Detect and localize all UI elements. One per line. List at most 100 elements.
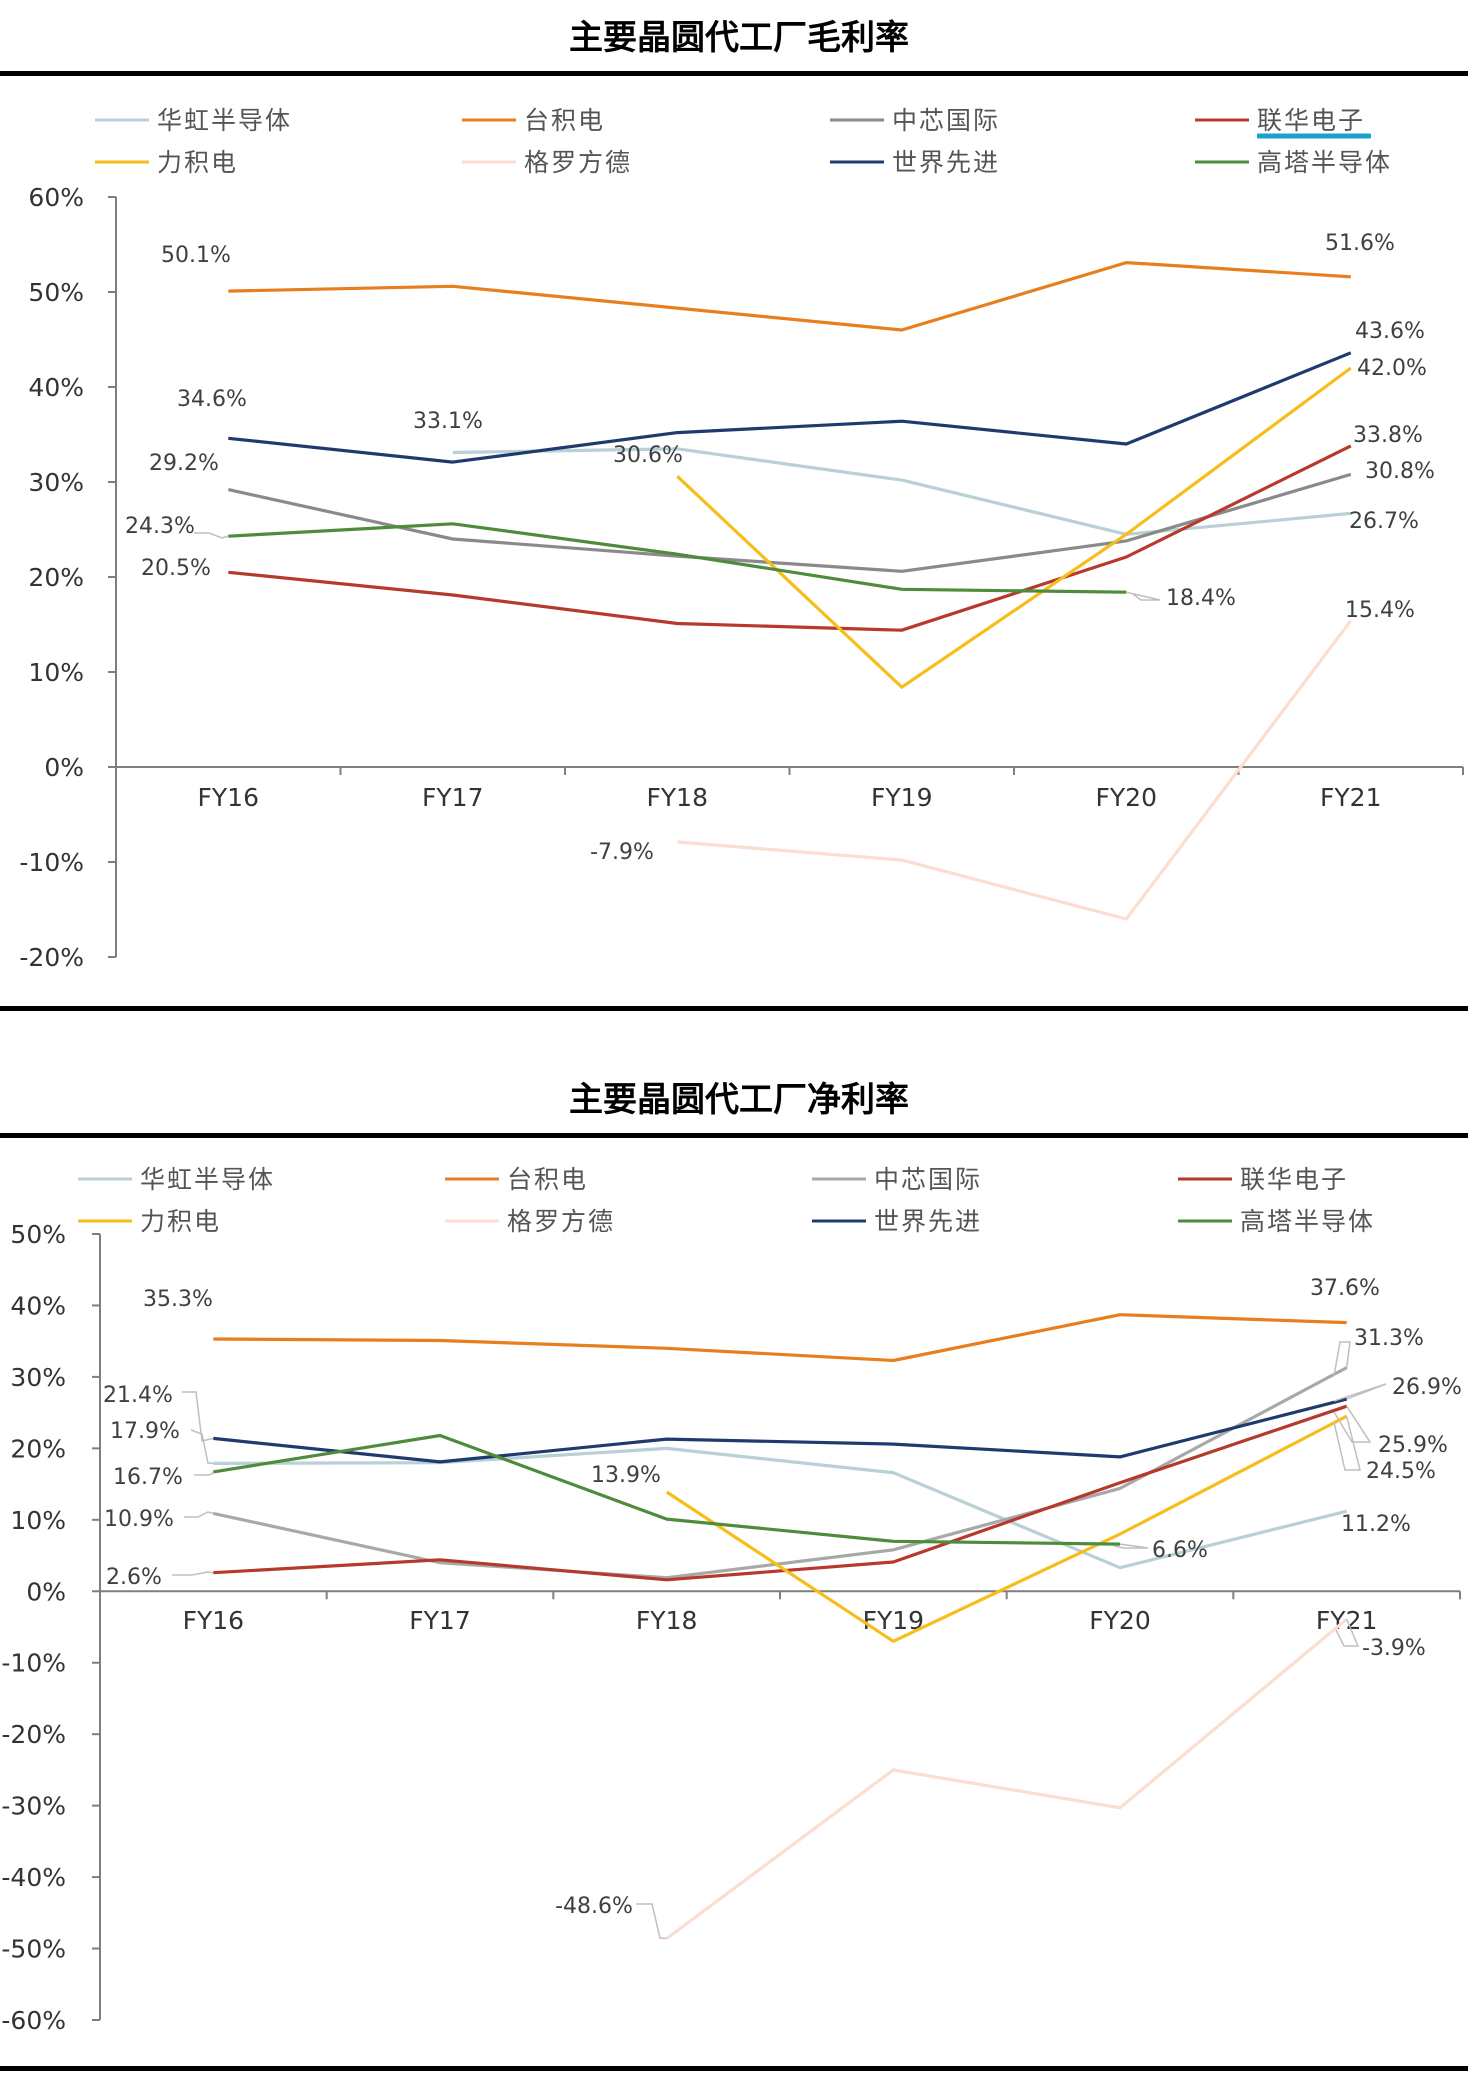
- data-label: 17.9%: [110, 1419, 180, 1444]
- legend-label: 力积电: [157, 148, 238, 177]
- leader-line: [1335, 1618, 1360, 1647]
- legend-label: 高塔半导体: [1240, 1207, 1375, 1236]
- x-tick-label: FY20: [1089, 1606, 1150, 1635]
- data-label: 11.2%: [1341, 1512, 1411, 1537]
- chart-title: 主要晶圆代工厂净利率: [569, 1080, 909, 1120]
- leader-line: [1126, 591, 1161, 601]
- legend-label: 联华电子: [1240, 1165, 1348, 1194]
- series-line: [665, 1617, 1348, 1940]
- y-tick-label: -20%: [19, 943, 84, 972]
- series-line: [213, 1446, 1348, 1570]
- legend-label: 华虹半导体: [140, 1165, 275, 1194]
- legend-label: 力积电: [140, 1207, 221, 1236]
- legend-label: 格罗方德: [507, 1207, 615, 1236]
- data-label: 30.8%: [1365, 459, 1435, 484]
- series-line: [228, 261, 1351, 332]
- data-label: 35.3%: [143, 1287, 213, 1312]
- series-line: [213, 1404, 1348, 1582]
- leader-line: [190, 1429, 214, 1465]
- data-label: 21.4%: [103, 1383, 173, 1408]
- chart-title: 主要晶圆代工厂毛利率: [569, 18, 909, 58]
- y-tick-label: 60%: [28, 183, 84, 212]
- y-tick-label: 40%: [10, 1291, 66, 1320]
- data-label: 2.6%: [106, 1565, 162, 1590]
- y-tick-label: -20%: [1, 1720, 66, 1749]
- top-rule: [0, 71, 1468, 76]
- data-label: 18.4%: [1166, 586, 1236, 611]
- data-label: 51.6%: [1325, 231, 1395, 256]
- legend-label: 格罗方德: [524, 148, 632, 177]
- y-tick-label: 10%: [28, 658, 84, 687]
- data-label: 34.6%: [177, 387, 247, 412]
- leader-line: [194, 1471, 214, 1476]
- series-line: [228, 522, 1127, 594]
- data-label: 25.9%: [1378, 1433, 1448, 1458]
- x-tick-label: FY18: [647, 783, 708, 812]
- data-label: 43.6%: [1355, 319, 1425, 344]
- y-tick-label: 50%: [28, 278, 84, 307]
- data-label: -48.6%: [555, 1894, 633, 1919]
- legend-label: 联华电子: [1257, 106, 1365, 135]
- x-tick-label: FY19: [871, 783, 932, 812]
- data-label: 31.3%: [1354, 1326, 1424, 1351]
- legend-label: 台积电: [524, 106, 605, 135]
- legend-label: 中芯国际: [892, 106, 1000, 135]
- x-tick-label: FY16: [183, 1606, 244, 1635]
- leader-line: [1333, 1383, 1387, 1402]
- y-tick-label: 30%: [10, 1363, 66, 1392]
- data-label: 26.7%: [1349, 509, 1419, 534]
- top-rule: [0, 1133, 1468, 1138]
- data-label: 16.7%: [113, 1465, 183, 1490]
- data-label: 24.3%: [125, 514, 195, 539]
- data-label: 10.9%: [104, 1507, 174, 1532]
- series-line: [665, 1414, 1348, 1643]
- x-tick-label: FY17: [422, 783, 483, 812]
- bottom-rule: [0, 2066, 1468, 2071]
- series-line: [213, 1433, 1121, 1546]
- y-tick-label: 10%: [10, 1506, 66, 1535]
- y-tick-label: -10%: [19, 848, 84, 877]
- data-label: 50.1%: [161, 243, 231, 268]
- legend-label: 世界先进: [874, 1207, 982, 1236]
- data-label: 42.0%: [1357, 356, 1427, 381]
- series-line: [452, 447, 1351, 536]
- y-tick-label: 50%: [10, 1220, 66, 1249]
- series-line: [676, 366, 1352, 689]
- legend-label: 高塔半导体: [1257, 148, 1392, 177]
- data-label: 6.6%: [1152, 1538, 1208, 1563]
- series-line: [677, 619, 1353, 921]
- legend-label: 中芯国际: [874, 1165, 982, 1194]
- leader-line: [172, 1571, 214, 1576]
- series-line: [213, 1313, 1347, 1363]
- data-label: 33.8%: [1353, 423, 1423, 448]
- data-label: 13.9%: [591, 1463, 661, 1488]
- y-tick-label: 40%: [28, 373, 84, 402]
- gross-margin-chart: -20% -10% 0% 10% 20% 30% 40% 50% 60% FY16 FY17 FY18…: [19, 106, 1464, 972]
- y-tick-label: 30%: [28, 468, 84, 497]
- x-tick-label: FY20: [1096, 783, 1157, 812]
- data-label: 29.2%: [149, 451, 219, 476]
- legend-label: 台积电: [507, 1165, 588, 1194]
- y-tick-label: -10%: [1, 1649, 66, 1678]
- legend-label: 华虹半导体: [157, 106, 292, 135]
- data-label: 24.5%: [1366, 1459, 1436, 1484]
- data-label: 26.9%: [1392, 1375, 1462, 1400]
- bottom-rule: [0, 1006, 1468, 1011]
- data-label: 20.5%: [141, 556, 211, 581]
- y-tick-label: -50%: [1, 1935, 66, 1964]
- series-line: [228, 444, 1352, 632]
- series-line: [228, 351, 1352, 464]
- y-tick-label: 0%: [26, 1577, 66, 1606]
- leader-line: [194, 532, 229, 539]
- leader-line: [636, 1903, 667, 1940]
- y-tick-label: 0%: [44, 753, 84, 782]
- x-tick-label: FY18: [636, 1606, 697, 1635]
- leader-line: [184, 1511, 214, 1518]
- x-tick-label: FY17: [409, 1606, 470, 1635]
- y-tick-label: -40%: [1, 1863, 66, 1892]
- leader-line: [1333, 1341, 1351, 1377]
- leader-line: [1333, 1416, 1361, 1471]
- leader-line: [1113, 1543, 1149, 1549]
- y-tick-label: -30%: [1, 1792, 66, 1821]
